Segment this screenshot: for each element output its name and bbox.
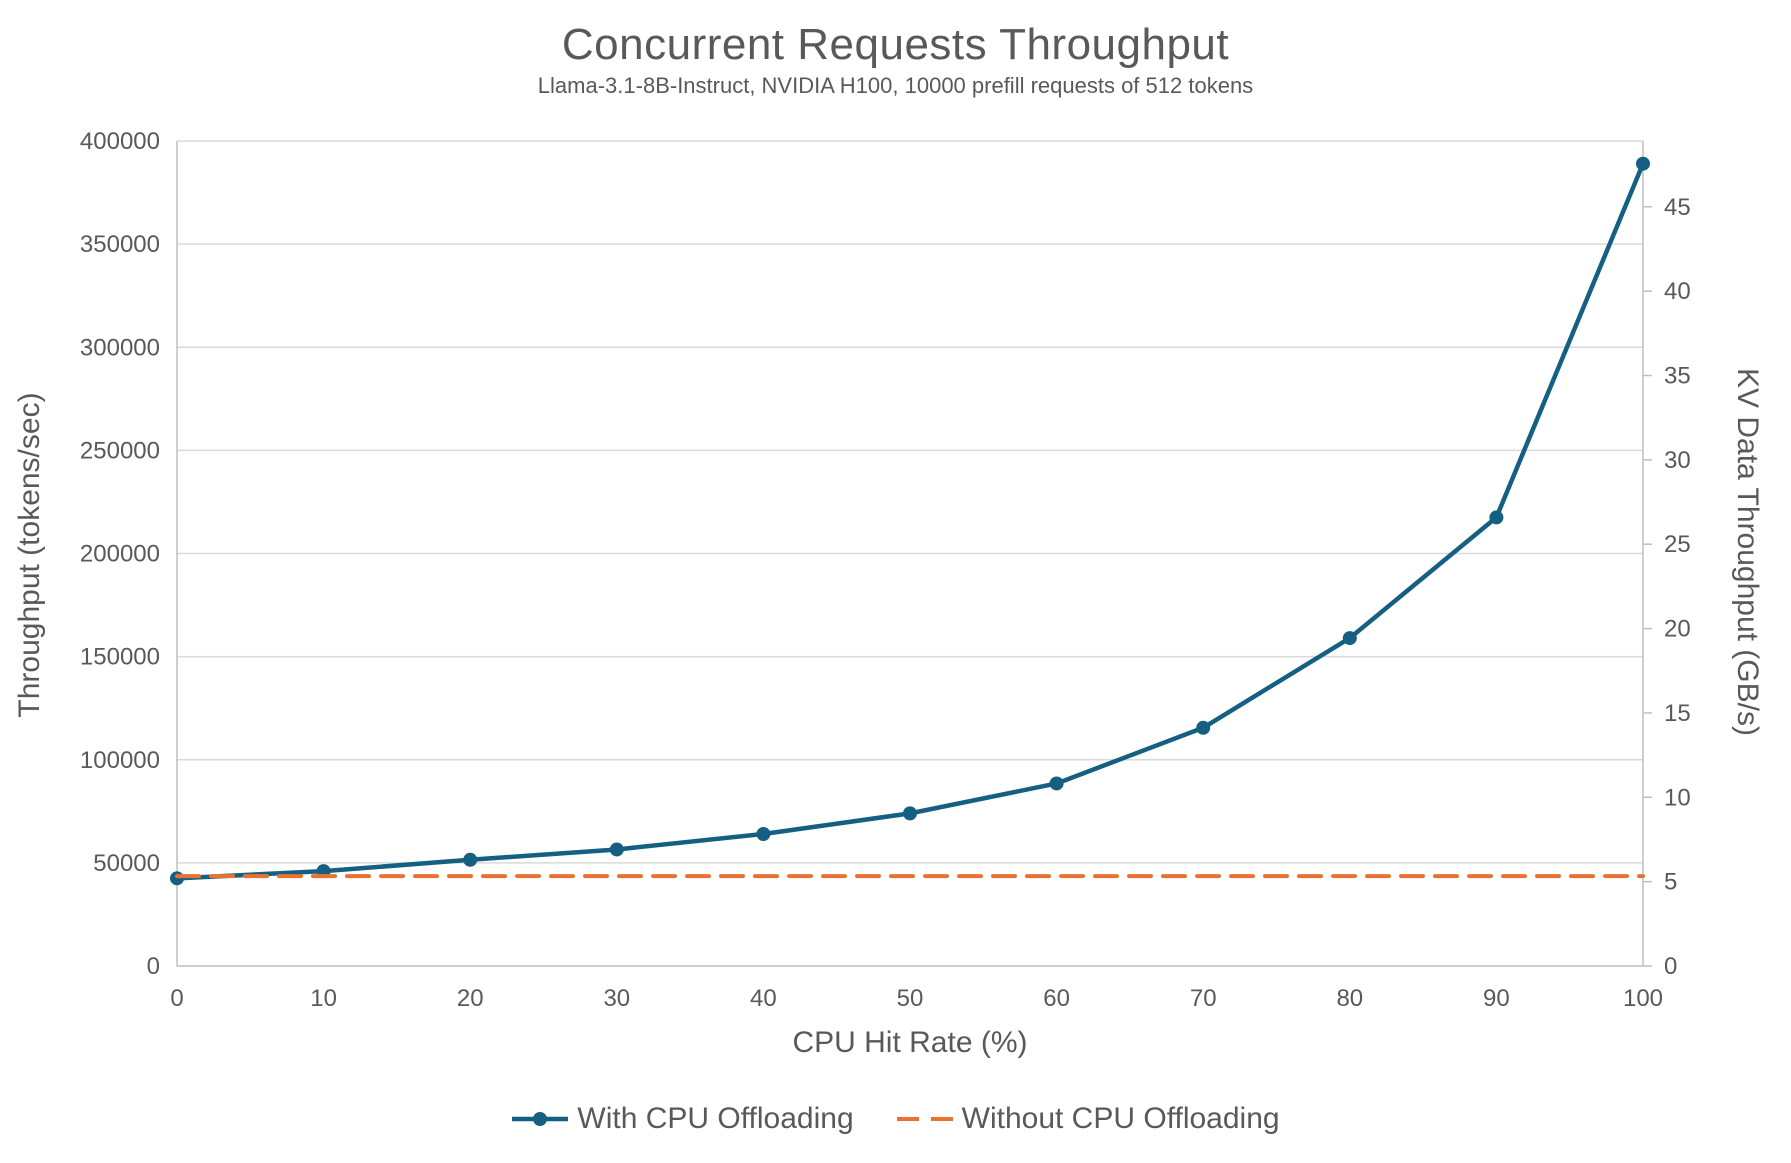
line-marker-swatch — [512, 1112, 569, 1126]
y-axis-right-ticklabel: 25 — [1664, 531, 1691, 558]
x-axis-ticklabel: 90 — [1483, 985, 1510, 1012]
y-axis-right-ticklabel: 5 — [1664, 869, 1677, 896]
x-axis-ticklabel: 100 — [1623, 985, 1663, 1012]
x-axis-ticklabel: 20 — [457, 985, 484, 1012]
x-axis-ticklabel: 10 — [310, 985, 337, 1012]
y-axis-right-ticklabel: 30 — [1664, 447, 1691, 474]
y-axis-left-ticklabel: 250000 — [80, 437, 160, 464]
data-point-marker — [170, 871, 184, 886]
x-axis-title: CPU Hit Rate (%) — [792, 1026, 1028, 1059]
y-axis-left-ticklabel: 200000 — [80, 541, 160, 568]
y-axis-right-ticklabel: 40 — [1664, 278, 1691, 305]
y-axis-left-ticklabel: 150000 — [80, 644, 160, 671]
data-point-marker — [463, 852, 478, 867]
data-point-marker — [756, 827, 771, 841]
chart-subtitle: Llama-3.1-8B-Instruct, NVIDIA H100, 1000… — [537, 73, 1254, 98]
y-axis-title-right: KV Data Throughput (GB/s) — [1731, 368, 1764, 736]
data-point-marker — [1636, 156, 1650, 171]
dashed-line-swatch — [896, 1117, 953, 1121]
y-axis-left-ticklabel: 400000 — [80, 128, 160, 155]
y-axis-left-ticklabel: 50000 — [93, 850, 160, 877]
y-axis-left-ticklabel: 0 — [147, 953, 160, 980]
y-axis-right-ticklabel: 35 — [1664, 363, 1691, 390]
x-axis-ticklabel: 60 — [1043, 985, 1070, 1012]
data-point-marker — [1196, 720, 1211, 735]
x-axis-ticklabel: 50 — [897, 985, 924, 1012]
y-axis-left-ticklabel: 350000 — [80, 231, 160, 258]
legend-label: With CPU Offloading — [577, 1102, 854, 1135]
y-axis-right-ticklabel: 45 — [1664, 194, 1691, 221]
y-axis-left-ticklabel: 300000 — [80, 334, 160, 361]
x-axis-ticklabel: 40 — [750, 985, 777, 1012]
data-point-marker — [903, 806, 917, 821]
data-point-marker — [1342, 631, 1357, 646]
legend-label: Without CPU Offloading — [961, 1102, 1280, 1135]
legend-item-without-cpu-offloading: Without CPU Offloading — [896, 1102, 1280, 1136]
x-axis-ticklabel: 0 — [170, 985, 183, 1012]
x-axis-ticklabel: 80 — [1336, 985, 1363, 1012]
legend-item-with-cpu-offloading: With CPU Offloading — [511, 1102, 854, 1136]
y-axis-title-left: Throughput (tokens/sec) — [13, 392, 46, 718]
x-axis-ticklabel: 30 — [603, 985, 630, 1012]
data-point-marker — [1489, 510, 1504, 525]
y-axis-left-ticklabel: 100000 — [80, 747, 160, 774]
data-point-marker — [609, 842, 624, 857]
series-line-with-cpu-offloading — [174, 161, 1646, 881]
legend: With CPU Offloading Without CPU Offloadi… — [0, 1102, 1791, 1136]
x-axis-ticklabel: 70 — [1190, 985, 1217, 1012]
y-axis-right-ticklabel: 10 — [1664, 784, 1691, 811]
data-point-marker — [1049, 776, 1064, 791]
y-axis-right-ticklabel: 0 — [1664, 953, 1677, 980]
y-axis-right-ticklabel: 20 — [1664, 616, 1691, 643]
chart-title: Concurrent Requests Throughput — [561, 20, 1230, 69]
y-axis-right-ticklabel: 15 — [1664, 700, 1691, 727]
